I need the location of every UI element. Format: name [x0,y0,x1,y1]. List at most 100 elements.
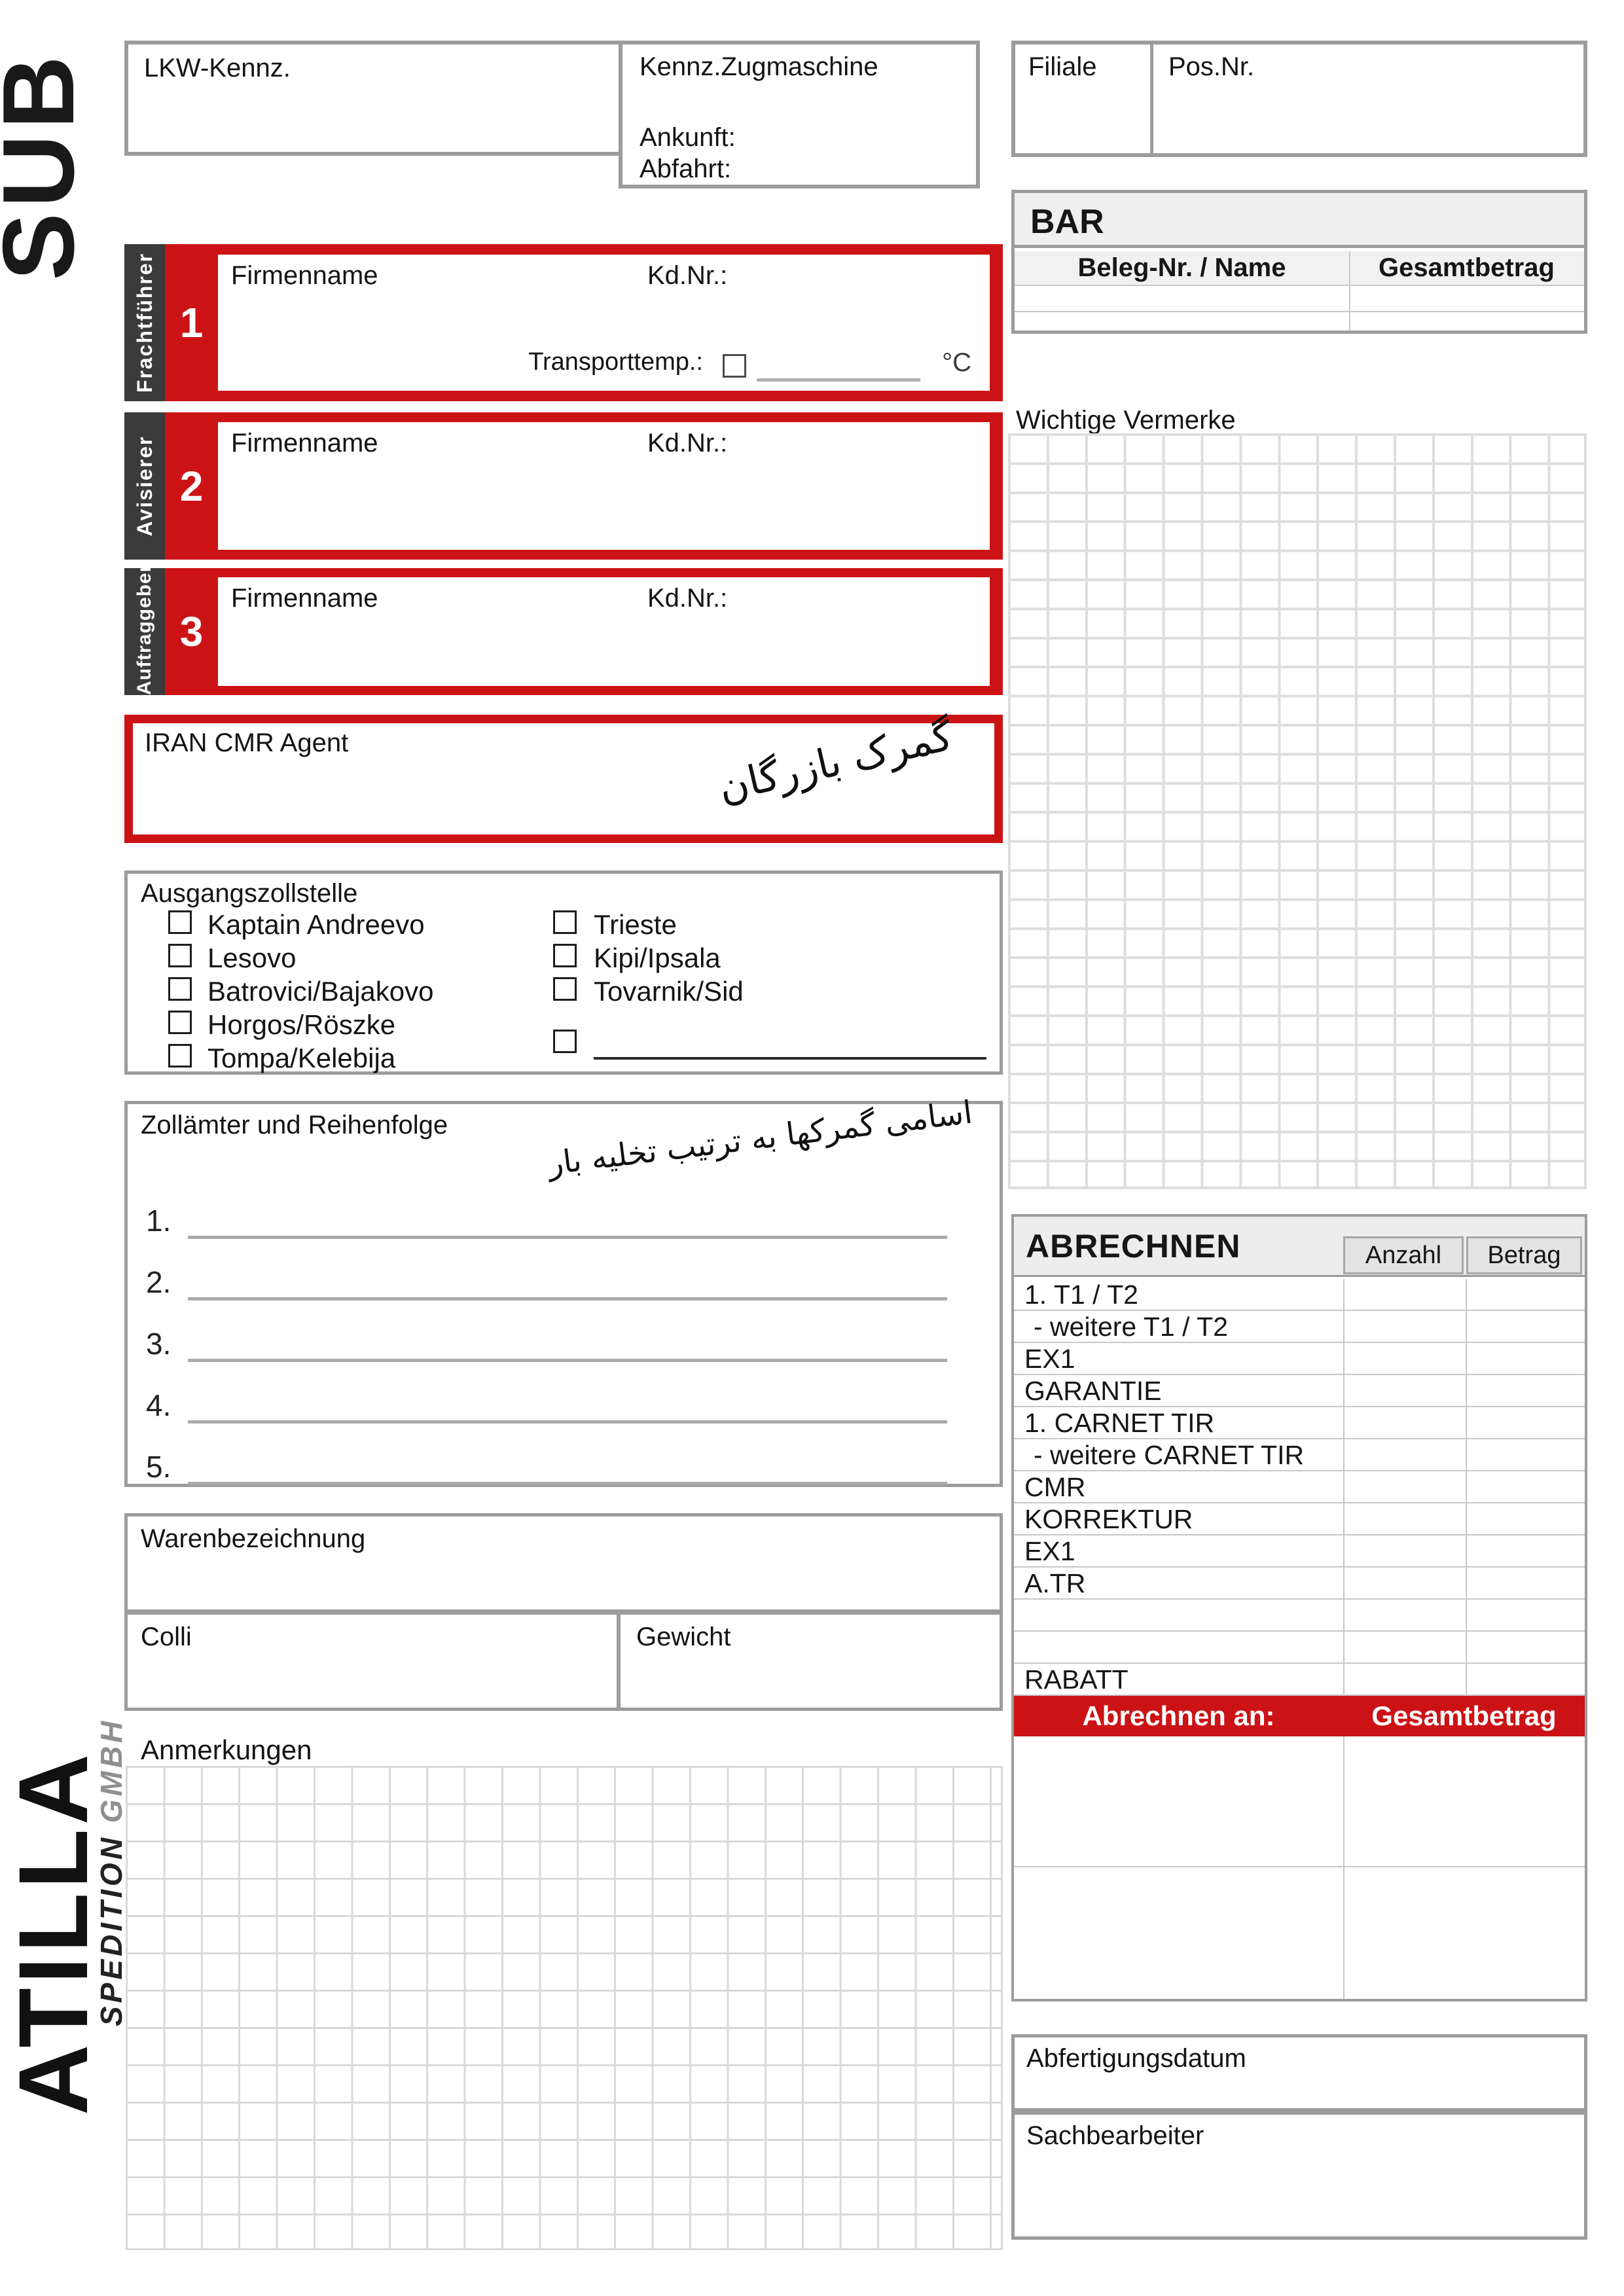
checkbox-kipi-ipsala[interactable] [553,944,577,967]
abrechnen-header: ABRECHNEN Anzahl Betrag [1014,1217,1585,1277]
checkbox-trieste[interactable] [553,910,577,934]
betrag-cell[interactable] [1466,1600,1585,1630]
zugmaschine-field[interactable]: Kennz.Zugmaschine Ankunft: Abfahrt: [619,41,980,188]
abrechnen-row: EX1 [1014,1535,1585,1568]
abrechnen-footer-row[interactable] [1014,1736,1585,1867]
section-1-kdnr-label: Kd.Nr.: [647,261,728,290]
checkbox-other-zollstelle[interactable] [553,1030,577,1053]
section-2-field[interactable]: Firmenname Kd.Nr.: [218,422,990,550]
zoll-line-number-1: 1. [146,1204,171,1238]
betrag-cell[interactable] [1466,1343,1585,1374]
sachbearbeiter-field[interactable]: Sachbearbeiter [1011,2111,1587,2240]
anmerkungen-grid[interactable] [126,1766,1003,2250]
checkbox-batrovici-bajakovo[interactable] [168,977,192,1001]
label-horgos-roeszke: Horgos/Röszke [208,1009,396,1040]
section-3-field[interactable]: Firmenname Kd.Nr.: [218,577,990,686]
anzahl-cell[interactable] [1343,1664,1466,1695]
betrag-cell[interactable] [1466,1535,1585,1566]
spedition-gmbh-logo: SPEDITION GMBH [94,1718,128,2026]
posnr-field[interactable] [1154,84,1583,153]
warenbezeichnung-label: Warenbezeichnung [141,1524,366,1553]
tab-avisierer-label: Avisierer [133,435,156,537]
row-label: KORREKTUR [1024,1504,1193,1534]
sub-logo-text: SUB [0,50,95,281]
iran-handwriting: گمرک بازرگان [713,711,958,812]
zoll-line-4[interactable] [188,1420,947,1424]
row-label: A.TR [1024,1568,1086,1598]
abrechnen-row: GARANTIE [1014,1375,1585,1407]
anzahl-cell[interactable] [1343,1407,1466,1438]
anzahl-cell[interactable] [1343,1632,1466,1662]
checkbox-tompa-kelebija[interactable] [168,1044,192,1067]
atilla-logo-text: ATILLA [0,1749,108,2116]
anzahl-cell[interactable] [1343,1375,1466,1406]
transporttemp-checkbox[interactable] [723,354,746,378]
bar-col-beleg: Beleg-Nr. / Name [1077,253,1286,282]
filiale-field[interactable] [1015,84,1149,153]
warenbezeichnung-field[interactable]: Warenbezeichnung [124,1513,1003,1613]
abfertigungsdatum-field[interactable]: Abfertigungsdatum [1011,2034,1587,2111]
section-2-frame: 2 Firmenname Kd.Nr.: [165,412,1003,560]
betrag-cell[interactable] [1466,1503,1585,1534]
betrag-cell[interactable] [1466,1279,1585,1310]
checkbox-lesovo[interactable] [168,944,192,967]
transporttemp-label: Transporttemp.: [528,348,703,376]
transporttemp-line[interactable] [757,378,920,382]
zoll-line-1[interactable] [188,1236,947,1239]
anzahl-cell[interactable] [1343,1568,1466,1598]
gmbh-text: GMBH [94,1717,128,1835]
colli-field[interactable]: Colli [124,1611,620,1711]
label-tompa-kelebija: Tompa/Kelebija [208,1043,396,1073]
label-tovarnik-sid: Tovarnik/Sid [594,976,744,1007]
label-batrovici-bajakovo: Batrovici/Bajakovo [208,976,434,1007]
bar-row-1[interactable] [1015,285,1584,311]
iran-cmr-agent-field[interactable]: IRAN CMR Agent گمرک بازرگان [124,711,1003,843]
section-2-number: 2 [179,462,204,510]
tab-frachtfuehrer: Frachtführer [124,244,165,401]
betrag-cell[interactable] [1466,1407,1585,1438]
betrag-cell[interactable] [1466,1471,1585,1502]
anzahl-cell[interactable] [1343,1600,1466,1630]
vermerke-grid[interactable] [1008,433,1587,1189]
betrag-cell[interactable] [1466,1632,1585,1662]
betrag-cell[interactable] [1466,1311,1585,1342]
gesamtbetrag-label: Gesamtbetrag [1371,1700,1557,1731]
tab-auftraggeber-label: Auftraggeber [134,564,155,695]
anzahl-cell[interactable] [1343,1279,1466,1310]
section-1-firmenname-label: Firmenname [231,261,378,290]
other-zollstelle-line[interactable] [594,1057,986,1060]
anzahl-cell[interactable] [1343,1503,1466,1534]
zoll-line-3[interactable] [188,1359,947,1362]
anzahl-cell[interactable] [1343,1471,1466,1502]
zoll-line-number-4: 4. [146,1388,171,1422]
gewicht-field[interactable]: Gewicht [617,1611,1003,1711]
anzahl-cell[interactable] [1343,1535,1466,1566]
row-label [1014,1632,1343,1662]
abrechnen-row: - weitere T1 / T2 [1014,1311,1585,1343]
anzahl-cell[interactable] [1343,1343,1466,1374]
zoll-line-5[interactable] [188,1482,947,1485]
betrag-cell[interactable] [1466,1375,1585,1406]
vermerke-title: Wichtige Vermerke [1016,406,1236,435]
filiale-label: Filiale [1028,52,1097,81]
zoll-line-2[interactable] [188,1297,947,1300]
row-label: EX1 [1024,1536,1075,1566]
bar-row-2[interactable] [1015,311,1584,337]
bar-column-headers: Beleg-Nr. / Name Gesamtbetrag [1015,251,1584,285]
checkbox-tovarnik-sid[interactable] [553,977,577,1001]
betrag-cell[interactable] [1466,1439,1585,1470]
celsius-label: °C [942,348,971,377]
betrag-cell[interactable] [1466,1664,1585,1695]
filiale-posnr-box: Filiale Pos.Nr. [1011,41,1587,157]
row-label: - weitere T1 / T2 [1034,1312,1228,1342]
section-1-field[interactable]: Firmenname Kd.Nr.: Transporttemp.: °C [218,255,990,391]
anzahl-cell[interactable] [1343,1311,1466,1342]
betrag-cell[interactable] [1466,1568,1585,1598]
checkbox-kaptain-andreevo[interactable] [168,910,192,934]
checkbox-horgos-roeszke[interactable] [168,1011,192,1034]
abrechnen-footer-row[interactable] [1014,1867,1585,1999]
anzahl-cell[interactable] [1343,1439,1466,1470]
zollaemter-title: Zollämter und Reihenfolge [141,1111,448,1139]
abrechnen-row: A.TR [1014,1568,1585,1600]
